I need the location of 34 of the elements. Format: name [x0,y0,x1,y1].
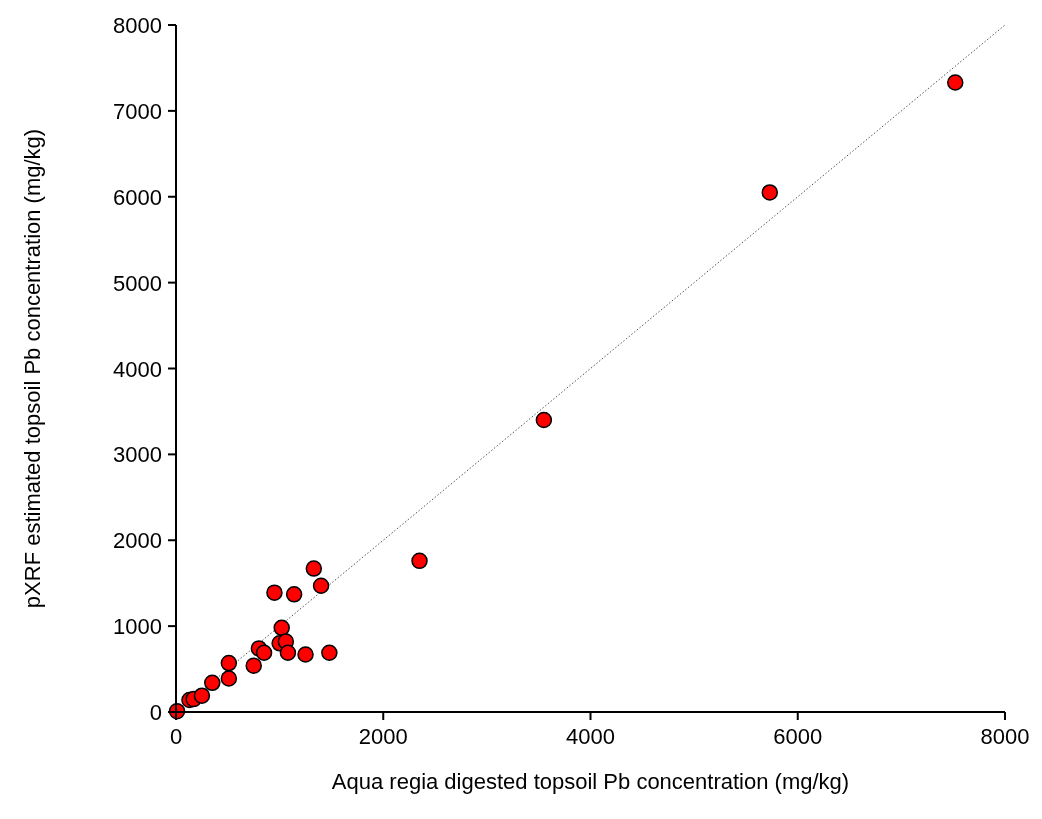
point [285,586,303,603]
x-tick-label: 8000 [980,724,1030,749]
y-axis-title: pXRF estimated topsoil Pb concentration (mg/kg) [20,128,45,609]
point [947,74,964,91]
point [204,674,221,692]
point [266,584,283,601]
y-tick-label: 2000 [113,528,162,554]
x-tick-label: 6000 [773,724,823,749]
y-tick-label: 0 [149,700,162,725]
point [312,577,330,595]
y-tick-label: 8000 [113,13,162,38]
point [305,560,323,577]
x-tick-label: 0 [169,724,183,749]
y-tick-label: 6000 [113,184,162,210]
y-tick-label: 7000 [113,98,162,124]
point [193,687,211,704]
point [761,184,779,201]
y-tick-label: 1000 [113,614,162,640]
y-tick-label: 5000 [113,270,162,296]
point [220,670,238,687]
point [297,646,314,663]
point [255,644,273,661]
point [321,644,338,661]
point [273,619,290,637]
point [220,654,238,672]
point [245,657,262,674]
y-tick-label: 3000 [113,442,162,468]
x-axis-title: Aqua regia digested topsoil Pb concentration (mg/kg) [331,769,850,794]
y-tick-label: 4000 [113,356,162,382]
x-tick-label: 2000 [358,724,408,749]
point [279,644,297,661]
point [535,411,553,429]
point [411,552,428,570]
x-tick-label: 4000 [566,724,615,749]
